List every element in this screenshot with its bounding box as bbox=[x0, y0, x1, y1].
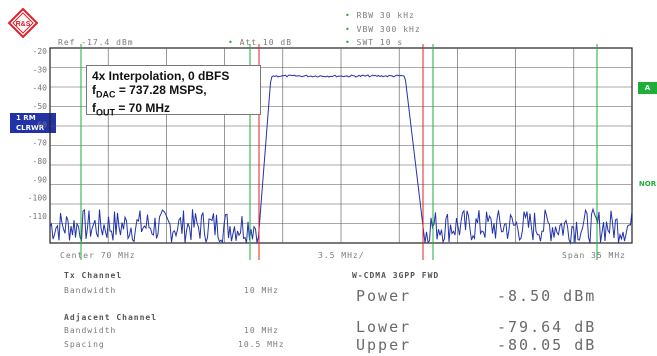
upper-label: Upper bbox=[356, 336, 412, 354]
y-tick-labels: -20 -30 -40 -50 -60 -70 -80 -90 -100 -110 bbox=[28, 47, 47, 221]
adj-bandwidth-label: Bandwidth bbox=[64, 326, 117, 335]
span-frequency: Span 35 MHz bbox=[562, 251, 626, 260]
frequency-per-division: 3.5 MHz/ bbox=[318, 251, 365, 260]
spacing-value: 10.5 MHz bbox=[238, 340, 285, 349]
y-tick-label: -30 bbox=[33, 65, 48, 74]
adjacent-channel-heading: Adjacent Channel bbox=[64, 313, 158, 322]
center-frequency: Center 70 MHz bbox=[60, 251, 136, 260]
tx-channel-heading: Tx Channel bbox=[64, 271, 123, 280]
power-value: -8.50 dBm bbox=[497, 287, 597, 305]
annotation-line-2: fDAC = 737.28 MSPS, bbox=[92, 83, 207, 100]
a-indicator: A bbox=[638, 82, 657, 94]
logo-text: R&S bbox=[16, 21, 31, 28]
lower-value: -79.64 dB bbox=[497, 318, 597, 336]
rbw-label: • RBW 30 kHz bbox=[345, 11, 415, 20]
y-tick-label: -110 bbox=[28, 212, 47, 221]
annotation-line-3: fOUT = 70 MHz bbox=[92, 101, 171, 118]
attenuation: • Att 10 dB bbox=[228, 38, 293, 47]
tx-bandwidth-value: 10 MHz bbox=[244, 286, 279, 295]
y-tick-label: -20 bbox=[33, 47, 48, 56]
nor-indicator: NOR bbox=[638, 180, 657, 188]
lower-label: Lower bbox=[356, 318, 412, 336]
y-tick-label: -60 bbox=[33, 120, 48, 129]
annotation-line-1: 4x Interpolation, 0 dBFS bbox=[92, 69, 230, 83]
upper-value: -80.05 dB bbox=[497, 336, 597, 354]
y-tick-label: -40 bbox=[33, 84, 48, 93]
swt-label: • SWT 10 s bbox=[345, 38, 404, 47]
tx-bandwidth-label: Bandwidth bbox=[64, 286, 117, 295]
spacing-label: Spacing bbox=[64, 340, 105, 349]
trace-label[interactable]: 1 RM bbox=[10, 113, 56, 123]
y-tick-label: -50 bbox=[33, 102, 48, 111]
spectrum-trace bbox=[49, 74, 633, 245]
standard-label: W-CDMA 3GPP FWD bbox=[352, 271, 440, 280]
adj-bandwidth-value: 10 MHz bbox=[244, 326, 279, 335]
y-tick-label: -100 bbox=[28, 194, 47, 203]
ref-level: Ref -17.4 dBm bbox=[58, 38, 134, 47]
y-tick-label: -90 bbox=[33, 175, 48, 184]
power-label: Power bbox=[356, 287, 412, 305]
vbw-label: • VBW 300 kHz bbox=[345, 25, 421, 34]
annotation-box: 4x Interpolation, 0 dBFS fDAC = 737.28 M… bbox=[86, 65, 261, 118]
y-tick-label: -70 bbox=[33, 139, 48, 148]
clrwr-label[interactable]: CLRWR bbox=[10, 123, 56, 133]
y-tick-label: -80 bbox=[33, 157, 48, 166]
rs-logo: R&S bbox=[8, 8, 38, 38]
